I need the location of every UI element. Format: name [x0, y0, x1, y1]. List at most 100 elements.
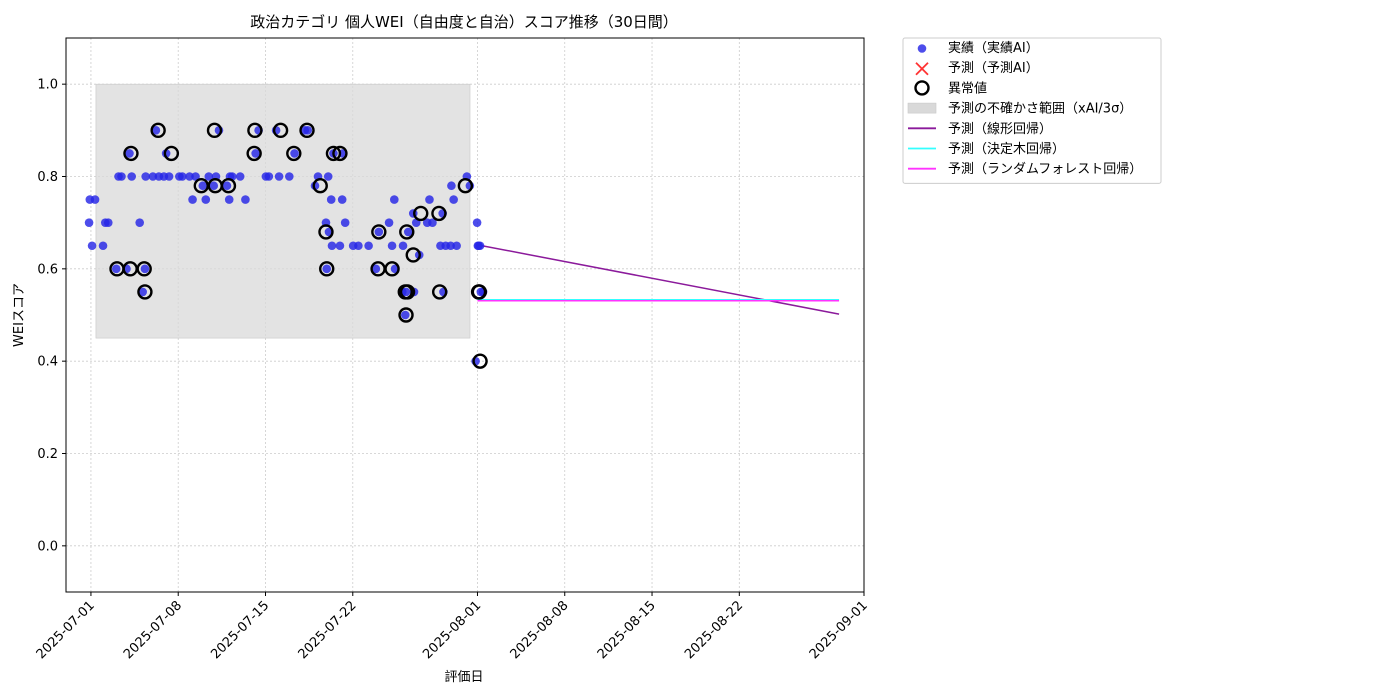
anomaly-ring: [371, 224, 387, 240]
actual-point: [398, 241, 408, 251]
forecast-lines-layer: [477, 244, 840, 315]
legend-box: [902, 37, 1162, 184]
actual-point: [264, 172, 274, 181]
actual-point: [452, 241, 461, 251]
actual-point: [476, 287, 486, 297]
actual-point: [374, 227, 384, 237]
actual-point: [290, 149, 299, 158]
actual-point: [87, 241, 97, 251]
actual-point: [337, 195, 347, 204]
anomaly-ring: [457, 178, 474, 194]
anomaly-ring: [272, 122, 289, 139]
anomaly-ring: [136, 261, 152, 277]
anomaly-ring: [137, 284, 153, 300]
anomaly-ring: [163, 145, 180, 162]
actual-point: [340, 218, 350, 227]
anomaly-ring: [150, 122, 166, 139]
actual-point: [198, 181, 208, 191]
anomaly-ring: [413, 205, 429, 222]
actual-point: [148, 172, 158, 181]
actual-point: [472, 218, 482, 227]
actual-point: [403, 227, 413, 237]
anomaly-ring: [431, 284, 448, 300]
y-tick-label: 0.6: [37, 262, 58, 277]
legend-band-marker: [907, 102, 937, 114]
actual-point: [425, 195, 434, 204]
y-axis-label: WEIスコア: [12, 283, 27, 347]
actual-point: [117, 172, 126, 181]
y-axis-ticks: 0.0 0.2 0.4 0.6 0.8 1.0: [37, 78, 66, 554]
actual-point: [387, 241, 397, 251]
actual-point: [224, 195, 234, 204]
actual-point: [151, 126, 161, 135]
actual-point: [449, 195, 458, 204]
anomaly-ring: [286, 145, 302, 162]
legend-cross-marker: [915, 62, 929, 76]
anomaly-ring: [405, 247, 421, 263]
actual-point: [436, 241, 445, 251]
actual-point: [348, 241, 358, 251]
actual-point: [303, 126, 313, 135]
actual-point: [274, 172, 284, 181]
anomaly-ring: [319, 261, 335, 277]
anomaly-ring: [325, 145, 342, 162]
y-tick-label: 0.0: [37, 539, 58, 554]
chart-title: 政治カテゴリ 個人WEI（自由度と自治）スコア推移（30日間）: [250, 13, 678, 31]
actual-point: [98, 241, 108, 251]
actual-point: [188, 195, 197, 204]
legend-label: 予測（予測AI）: [948, 61, 1039, 76]
actual-point: [401, 287, 411, 297]
anomaly-ring: [431, 205, 447, 222]
actual-point: [371, 264, 381, 274]
anomaly-rings-layer: [109, 122, 488, 369]
actual-point: [222, 181, 232, 191]
forecast-line: [477, 244, 840, 315]
anomaly-ring: [399, 224, 415, 240]
actual-point: [125, 149, 134, 158]
anomaly-ring: [312, 178, 328, 194]
anomaly-ring: [247, 122, 263, 139]
actual-point: [204, 172, 214, 181]
actual-point: [446, 241, 455, 251]
actual-point: [390, 195, 399, 204]
actual-point: [127, 172, 137, 181]
anomaly-ring: [398, 307, 414, 323]
legend-label: 予測（線形回帰）: [948, 121, 1052, 137]
y-tick-label: 0.4: [37, 355, 58, 370]
actual-point: [241, 195, 250, 204]
anomaly-ring: [299, 122, 315, 139]
actual-point: [138, 287, 147, 297]
anomaly-ring: [472, 353, 488, 369]
actual-point: [235, 172, 245, 181]
legend-label: 予測の不確かさ範囲（xAI/3σ）: [948, 101, 1132, 117]
actual-point: [400, 310, 410, 320]
anomaly-ring: [220, 178, 237, 194]
plot-frame: [65, 37, 865, 593]
anomaly-ring: [206, 122, 223, 139]
legend-ring-marker: [914, 80, 930, 96]
actual-point: [103, 218, 113, 227]
actual-point: [140, 264, 150, 274]
actual-point: [364, 241, 373, 251]
actual-point: [251, 149, 260, 158]
actual-point: [191, 172, 200, 181]
actual-point: [209, 181, 219, 191]
actual-point: [201, 195, 211, 204]
actual-point: [474, 241, 483, 251]
legend-label: 異常値: [948, 80, 987, 96]
anomaly-ring: [384, 261, 400, 277]
legend-label: 予測（ランダムフォレスト回帰）: [948, 161, 1142, 177]
legend-label: 予測（決定木回帰）: [948, 141, 1065, 157]
y-tick-label: 1.0: [37, 78, 58, 93]
actual-point: [384, 218, 394, 227]
y-tick-label: 0.8: [37, 170, 58, 185]
anomaly-ring: [123, 145, 139, 162]
actual-point: [135, 218, 144, 227]
actual-point: [422, 218, 432, 227]
actual-point: [335, 241, 345, 251]
actual-point: [185, 172, 194, 181]
actual-point: [326, 195, 336, 204]
actual-point: [323, 172, 333, 181]
